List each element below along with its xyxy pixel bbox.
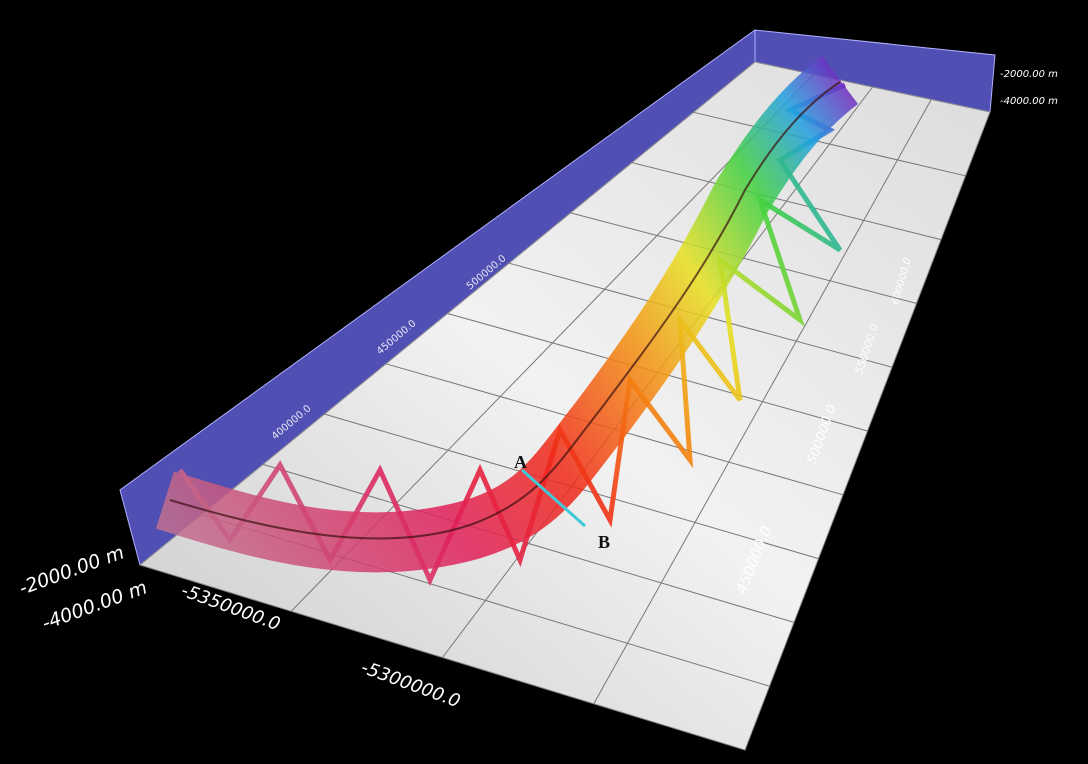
profile-end: B: [598, 532, 610, 552]
scene-view: A B -2000.00 m -4000.00 m -2000.00 m -40…: [0, 0, 1088, 764]
depth-label: -4000.00 m: [1000, 96, 1058, 107]
profile-start: A: [514, 452, 527, 472]
depth-label: -2000.00 m: [1000, 69, 1058, 80]
